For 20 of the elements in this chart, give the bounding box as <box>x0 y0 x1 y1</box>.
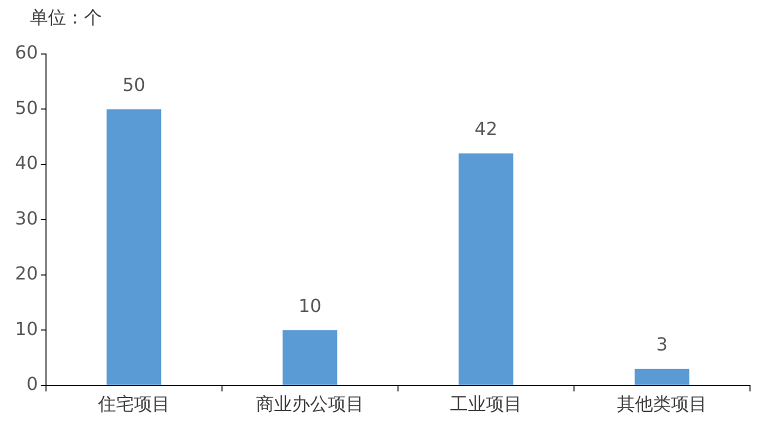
y-tick-label: 30 <box>15 208 38 230</box>
x-tick-label: 其他类项目 <box>616 394 707 415</box>
y-tick-label: 60 <box>15 42 38 64</box>
y-tick-label: 50 <box>15 98 38 119</box>
y-tick-label: 10 <box>15 318 38 340</box>
bar <box>282 330 338 385</box>
data-label: 3 <box>656 334 668 356</box>
x-tick-label: 商业办公项目 <box>256 394 364 415</box>
data-label: 50 <box>122 74 146 96</box>
x-tick-label: 住宅项目 <box>96 394 170 415</box>
bar <box>634 368 690 385</box>
y-tick-label: 20 <box>15 264 38 285</box>
y-tick-label: 0 <box>26 374 38 396</box>
x-tick-label: 工业项目 <box>450 394 522 415</box>
y-axis-title: 单位：个 <box>30 8 102 29</box>
bar <box>106 109 162 385</box>
data-label: 10 <box>298 296 322 317</box>
bar <box>458 153 514 385</box>
y-tick-label: 40 <box>15 153 38 174</box>
data-label: 42 <box>474 119 498 140</box>
